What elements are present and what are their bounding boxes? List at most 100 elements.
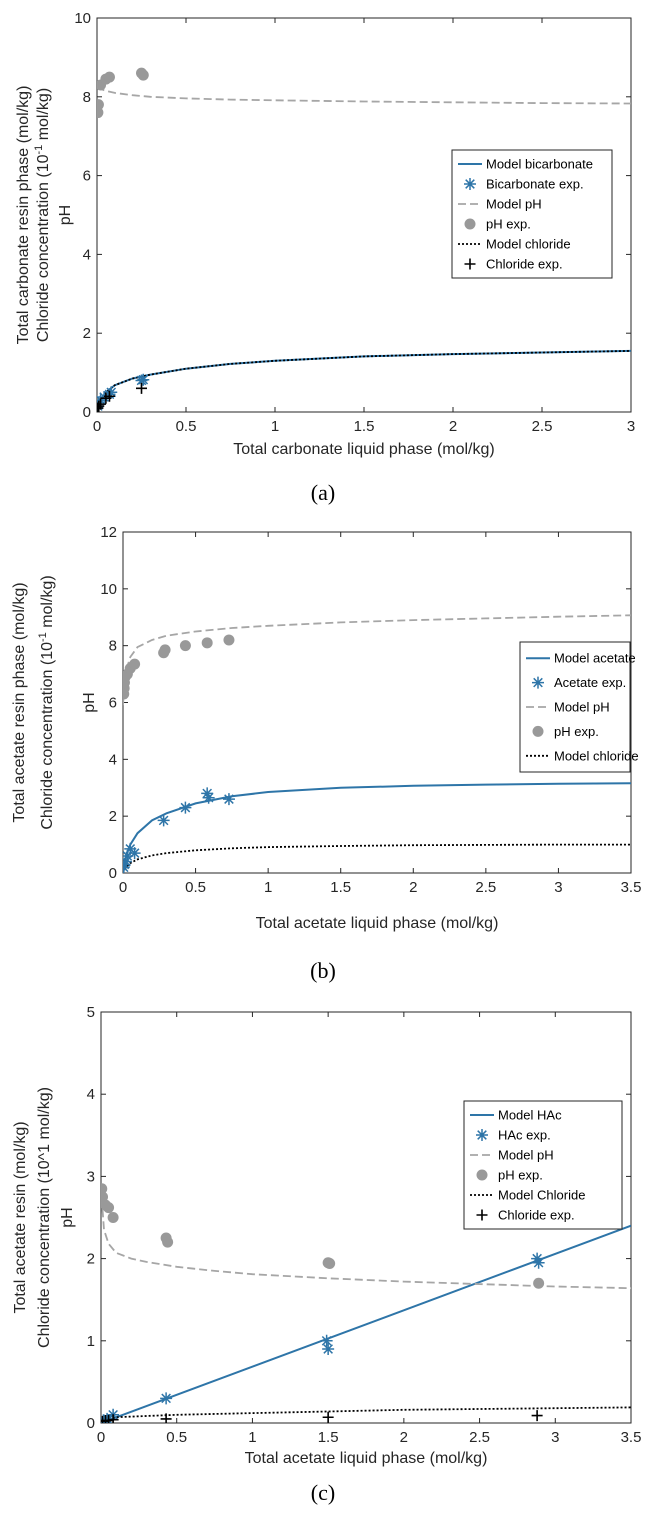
y-axis-label-resin: Total acetate resin (mol/kg)	[12, 1121, 29, 1313]
y-tick-label: 6	[109, 695, 117, 712]
data-point	[179, 640, 191, 652]
y-tick-label: 0	[83, 404, 91, 421]
y-axis-label-ph: pH	[57, 205, 74, 225]
legend-label: Model chloride	[554, 748, 639, 763]
x-tick-label: 2.5	[469, 1429, 490, 1446]
data-point	[322, 1343, 335, 1356]
legend-label: Model bicarbonate	[486, 157, 593, 172]
data-point	[324, 1258, 336, 1270]
y-tick-label: 4	[109, 751, 117, 768]
data-point	[97, 99, 104, 111]
y-label-part: Chloride concentration (10	[39, 642, 56, 830]
y-label-part: mol/kg)	[35, 88, 52, 145]
data-point	[123, 858, 131, 871]
panel-caption: (a)	[311, 480, 335, 505]
data-point	[160, 1413, 172, 1423]
legend-label: Chloride exp.	[486, 257, 563, 272]
series-line-0	[123, 782, 631, 873]
series-line-4	[123, 843, 631, 873]
data-point	[137, 69, 149, 81]
y-tick-label: 2	[83, 325, 91, 342]
series-line-2	[97, 86, 631, 105]
legend: Model HAc HAc exp. Model pH pH exp. Model Ch…	[463, 1100, 623, 1230]
data-point	[179, 801, 192, 814]
data-point	[101, 1412, 114, 1423]
legend-label: Model Chloride	[498, 1188, 585, 1203]
y-label-superscript: -1	[33, 145, 45, 155]
y-axis-label-resin: Total carbonate resin phase (mol/kg)	[15, 86, 32, 345]
legend-label: Model HAc	[498, 1108, 562, 1123]
data-point	[322, 1411, 334, 1423]
series-markers-3	[97, 67, 149, 119]
data-point	[124, 842, 137, 855]
legend-label: Bicarbonate exp.	[486, 177, 584, 192]
data-point	[123, 849, 134, 862]
data-point	[103, 1202, 115, 1214]
x-tick-label: 0.5	[185, 879, 206, 896]
data-point	[107, 1414, 119, 1423]
x-tick-label: 0	[119, 879, 127, 896]
data-point	[162, 1236, 174, 1248]
plot-series	[97, 67, 631, 412]
data-point	[103, 1415, 115, 1423]
series-markers-1	[101, 1252, 545, 1423]
chart-3: 0 0.5 1 1.5 2 2.5 3 3.5 0 1 2 3 4 5 Total acetate liqu…	[12, 1004, 641, 1505]
x-axis-label: Total carbonate liquid phase (mol/kg)	[233, 441, 494, 458]
legend-marker	[476, 1209, 488, 1221]
series-markers-5	[101, 1410, 543, 1423]
x-tick-label: 2.5	[532, 418, 553, 435]
data-point	[202, 791, 215, 804]
x-tick-label: 0	[97, 1429, 105, 1446]
data-point	[533, 1277, 545, 1289]
legend-label: Model pH	[486, 197, 542, 212]
data-point	[136, 382, 147, 394]
y-tick-label: 0	[87, 1415, 95, 1432]
data-point	[103, 71, 115, 83]
x-tick-label: 3.5	[621, 1429, 642, 1446]
x-tick-label: 1.5	[354, 418, 375, 435]
legend-marker	[476, 1169, 488, 1181]
x-axis-label: Total acetate liquid phase (mol/kg)	[256, 915, 499, 932]
data-point	[103, 390, 115, 402]
x-tick-label: 3	[554, 879, 562, 896]
x-tick-label: 3	[551, 1429, 559, 1446]
legend-marker	[532, 676, 544, 689]
data-point	[160, 1392, 173, 1405]
x-tick-label: 2	[449, 418, 457, 435]
x-tick-label: 2.5	[475, 879, 496, 896]
y-label-part: Chloride concentration (10	[35, 154, 52, 342]
x-tick-label: 0.5	[166, 1429, 187, 1446]
data-point	[320, 1334, 333, 1347]
x-tick-label: 3	[627, 418, 635, 435]
x-tick-label: 1.5	[330, 879, 351, 896]
legend-label: Model chloride	[486, 237, 571, 252]
y-axis-label-chloride: Chloride concentration (10-1 mol/kg)	[37, 575, 56, 829]
legend-marker	[464, 178, 476, 190]
data-point	[159, 644, 171, 656]
x-tick-label: 1.5	[318, 1429, 339, 1446]
legend-label: pH exp.	[498, 1168, 543, 1183]
legend-box	[451, 149, 613, 279]
legend-label: Chloride exp.	[498, 1208, 575, 1223]
legend: Model acetate Acetate exp. Model pH pH exp.…	[519, 641, 639, 773]
y-tick-label: 3	[87, 1168, 95, 1185]
y-axis-label-ph: pH	[59, 1207, 76, 1227]
plot-series	[123, 614, 631, 873]
y-tick-label: 8	[83, 89, 91, 106]
y-tick-label: 0	[109, 865, 117, 882]
legend-label: Acetate exp.	[554, 675, 626, 690]
y-tick-label: 4	[87, 1086, 95, 1103]
series-markers-3	[123, 634, 235, 700]
data-point	[129, 658, 141, 670]
x-axis-label: Total acetate liquid phase (mol/kg)	[245, 1450, 488, 1467]
y-axis-label-chloride: Chloride concentration (10^1 mol/kg)	[36, 1087, 53, 1348]
y-axis-label-resin: Total acetate resin phase (mol/kg)	[11, 582, 28, 822]
legend-marker	[464, 218, 476, 230]
y-label-superscript: -1	[37, 632, 49, 642]
y-axis-label-chloride: Chloride concentration (10-1 mol/kg)	[33, 88, 52, 342]
chart-1: 0 0.5 1 1.5 2 2.5 3 0 2 4 6 8 10 Total carbonate liqu…	[15, 10, 635, 505]
x-tick-label: 1	[264, 879, 272, 896]
x-tick-label: 2	[409, 879, 417, 896]
y-tick-label: 10	[74, 10, 91, 27]
